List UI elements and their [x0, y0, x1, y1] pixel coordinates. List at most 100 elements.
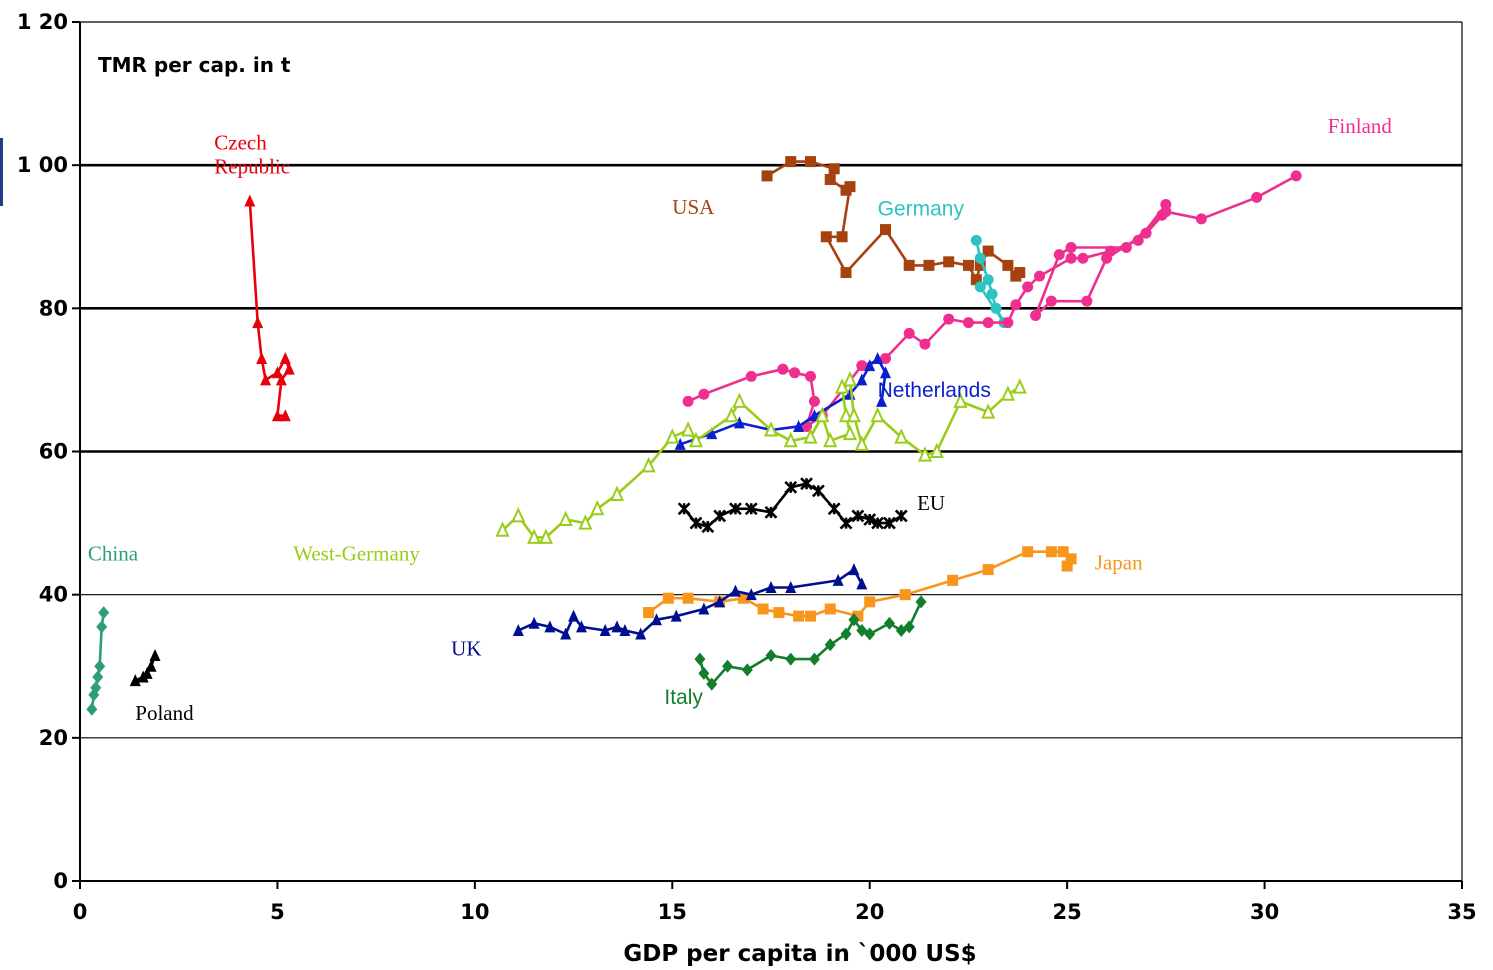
data-point: [962, 317, 974, 329]
data-point: [279, 351, 291, 364]
data-point: [1053, 249, 1065, 261]
data-point: [558, 510, 573, 527]
data-point: [643, 607, 655, 619]
data-point: [611, 620, 623, 633]
data-point: [674, 437, 686, 450]
series-uk: [512, 563, 868, 640]
series-label-eu: EU: [917, 491, 945, 515]
data-point: [974, 252, 986, 264]
y-tick-label: 1 00: [17, 153, 68, 177]
x-tick-label: 25: [1053, 900, 1082, 924]
data-point: [252, 316, 264, 329]
data-point: [495, 521, 510, 537]
data-point: [824, 603, 836, 615]
data-point: [915, 595, 927, 609]
data-point: [1030, 309, 1042, 321]
data-point: [713, 509, 727, 523]
data-point: [733, 416, 745, 429]
data-point: [129, 674, 141, 687]
data-point: [764, 505, 778, 519]
data-point: [741, 663, 753, 677]
data-point: [763, 421, 779, 437]
data-point: [1120, 241, 1132, 253]
data-point: [943, 313, 955, 325]
data-point: [1022, 546, 1034, 558]
series-finland: [682, 170, 1302, 432]
data-point: [141, 666, 153, 679]
data-point: [856, 577, 868, 590]
data-point: [538, 528, 553, 544]
data-point: [864, 627, 876, 641]
y-tick-label: 20: [39, 726, 68, 750]
data-point: [880, 352, 892, 364]
data-point: [757, 603, 769, 615]
data-point: [1002, 317, 1014, 329]
y-tick-label: 60: [39, 440, 68, 464]
data-point: [990, 302, 1002, 314]
data-point: [560, 627, 572, 640]
series-poland: [129, 649, 161, 687]
x-tick-label: 15: [658, 900, 687, 924]
data-point: [894, 509, 908, 523]
data-point: [1010, 299, 1022, 311]
data-point: [145, 659, 157, 672]
data-point: [808, 652, 820, 666]
data-point: [872, 351, 884, 364]
data-point: [848, 613, 860, 627]
data-point: [982, 564, 994, 576]
data-point: [568, 609, 580, 622]
data-point: [737, 592, 749, 604]
data-point: [590, 499, 605, 516]
data-point: [1132, 234, 1144, 246]
data-point: [275, 373, 287, 386]
data-point: [698, 602, 710, 615]
data-point: [804, 370, 816, 382]
data-point: [848, 563, 860, 576]
data-point: [840, 627, 852, 641]
data-point: [722, 659, 734, 673]
data-point: [1195, 213, 1207, 225]
data-point: [808, 395, 820, 407]
series-czech-republic: [244, 194, 295, 422]
data-point: [842, 424, 858, 441]
data-point: [698, 666, 710, 680]
data-point: [765, 649, 777, 663]
data-point: [745, 370, 757, 382]
data-point: [619, 623, 631, 636]
data-point: [883, 516, 896, 530]
data-point: [836, 231, 848, 243]
series-label-usa: USA: [672, 195, 715, 219]
data-point: [785, 652, 797, 666]
data-point: [784, 480, 798, 494]
data-point: [777, 363, 789, 375]
data-point: [1077, 252, 1089, 264]
data-point: [827, 502, 841, 516]
series-japan: [643, 546, 1077, 622]
data-point: [283, 362, 295, 375]
data-point: [785, 581, 797, 594]
data-point: [1061, 560, 1073, 572]
data-point: [773, 607, 785, 619]
data-point: [1160, 206, 1172, 218]
data-point: [824, 638, 836, 652]
series-italy: [694, 595, 927, 691]
data-point: [974, 281, 986, 293]
data-point: [609, 485, 625, 501]
data-point: [919, 338, 931, 350]
data-point: [844, 181, 856, 193]
data-point: [1065, 241, 1077, 253]
data-point: [851, 509, 865, 523]
series-layer: [86, 156, 1302, 716]
data-point: [864, 596, 876, 608]
series-label-china: China: [88, 541, 139, 565]
data-point: [970, 234, 982, 246]
data-point: [271, 366, 283, 379]
data-point: [511, 507, 526, 523]
data-point: [1045, 295, 1057, 307]
data-point: [706, 677, 718, 691]
series-label-uk: UK: [451, 637, 481, 661]
series-label-netherlands: Netherlands: [878, 379, 991, 402]
data-point: [982, 317, 994, 329]
data-point: [682, 395, 694, 407]
